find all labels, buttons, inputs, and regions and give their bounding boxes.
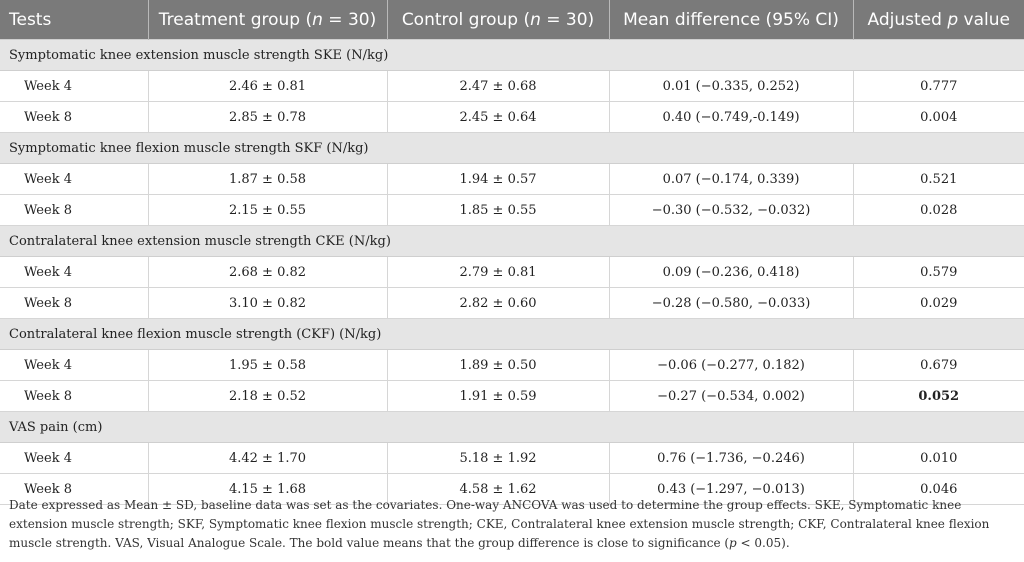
table-body: Symptomatic knee extension muscle streng… — [0, 39, 1024, 505]
cell-p-value: 0.029 — [853, 287, 1024, 319]
table-row: Week 8 3.10 ± 0.82 2.82 ± 0.60 −0.28 (−0.58… — [0, 287, 1024, 319]
cell-test: Week 4 — [0, 442, 149, 474]
cell-control: 2.45 ± 0.64 — [387, 101, 610, 133]
cell-mean-difference: −0.28 (−0.580, −0.033) — [609, 287, 854, 319]
cell-treatment: 2.15 ± 0.55 — [148, 194, 388, 226]
cell-treatment: 2.68 ± 0.82 — [148, 256, 388, 288]
cell-test: Week 4 — [0, 256, 149, 288]
table-row: Week 8 2.18 ± 0.52 1.91 ± 0.59 −0.27 (−0.53… — [0, 380, 1024, 412]
table-footnote: Date expressed as Mean ± SD, baseline da… — [9, 496, 1015, 553]
header-control-group: Control group (n = 30) — [387, 0, 610, 40]
cell-treatment: 4.15 ± 1.68 — [148, 473, 388, 505]
cell-mean-difference: 0.01 (−0.335, 0.252) — [609, 70, 854, 102]
cell-mean-difference: 0.76 (−1.736, −0.246) — [609, 442, 854, 474]
cell-p-value: 0.028 — [853, 194, 1024, 226]
cell-treatment: 2.46 ± 0.81 — [148, 70, 388, 102]
section-title: Symptomatic knee extension muscle streng… — [0, 39, 1024, 71]
cell-treatment: 1.95 ± 0.58 — [148, 349, 388, 381]
section-row: Symptomatic knee flexion muscle strength… — [0, 132, 1024, 164]
cell-p-value: 0.046 — [853, 473, 1024, 505]
table-row: Week 4 2.46 ± 0.81 2.47 ± 0.68 0.01 (−0.335… — [0, 70, 1024, 102]
header-tests: Tests — [0, 0, 149, 40]
cell-treatment: 1.87 ± 0.58 — [148, 163, 388, 195]
cell-treatment: 2.18 ± 0.52 — [148, 380, 388, 412]
cell-test: Week 8 — [0, 101, 149, 133]
cell-mean-difference: 0.40 (−0.749,-0.149) — [609, 101, 854, 133]
results-table: Tests Treatment group (n = 30) Control g… — [0, 0, 1024, 505]
cell-p-value: 0.679 — [853, 349, 1024, 381]
cell-p-value: 0.777 — [853, 70, 1024, 102]
cell-mean-difference: −0.30 (−0.532, −0.032) — [609, 194, 854, 226]
cell-treatment: 3.10 ± 0.82 — [148, 287, 388, 319]
cell-mean-difference: 0.07 (−0.174, 0.339) — [609, 163, 854, 195]
cell-p-value: 0.579 — [853, 256, 1024, 288]
section-title: Symptomatic knee flexion muscle strength… — [0, 132, 1024, 164]
section-row: Symptomatic knee extension muscle streng… — [0, 39, 1024, 71]
section-title: Contralateral knee extension muscle stre… — [0, 225, 1024, 257]
section-row: VAS pain (cm) — [0, 411, 1024, 443]
cell-control: 2.47 ± 0.68 — [387, 70, 610, 102]
cell-control: 1.91 ± 0.59 — [387, 380, 610, 412]
cell-p-value: 0.521 — [853, 163, 1024, 195]
cell-mean-difference: 0.43 (−1.297, −0.013) — [609, 473, 854, 505]
table-row: Week 8 2.15 ± 0.55 1.85 ± 0.55 −0.30 (−0.53… — [0, 194, 1024, 226]
header-treatment-group: Treatment group (n = 30) — [148, 0, 388, 40]
cell-test: Week 4 — [0, 349, 149, 381]
cell-test: Week 8 — [0, 194, 149, 226]
cell-control: 1.89 ± 0.50 — [387, 349, 610, 381]
cell-control: 1.85 ± 0.55 — [387, 194, 610, 226]
table-row: Week 8 2.85 ± 0.78 2.45 ± 0.64 0.40 (−0.749… — [0, 101, 1024, 133]
cell-control: 2.79 ± 0.81 — [387, 256, 610, 288]
cell-control: 5.18 ± 1.92 — [387, 442, 610, 474]
table-row: Week 4 2.68 ± 0.82 2.79 ± 0.81 0.09 (−0.236… — [0, 256, 1024, 288]
section-row: Contralateral knee flexion muscle streng… — [0, 318, 1024, 350]
footnote-tail: < 0.05). — [736, 536, 790, 550]
cell-mean-difference: −0.27 (−0.534, 0.002) — [609, 380, 854, 412]
footnote-text: Date expressed as Mean ± SD, baseline da… — [9, 498, 990, 550]
cell-treatment: 2.85 ± 0.78 — [148, 101, 388, 133]
cell-control: 1.94 ± 0.57 — [387, 163, 610, 195]
cell-p-value: 0.004 — [853, 101, 1024, 133]
cell-p-value: 0.010 — [853, 442, 1024, 474]
table-row: Week 8 4.15 ± 1.68 4.58 ± 1.62 0.43 (−1.297… — [0, 473, 1024, 505]
cell-mean-difference: 0.09 (−0.236, 0.418) — [609, 256, 854, 288]
cell-test: Week 8 — [0, 287, 149, 319]
cell-mean-difference: −0.06 (−0.277, 0.182) — [609, 349, 854, 381]
cell-p-value: 0.052 — [853, 380, 1024, 412]
section-row: Contralateral knee extension muscle stre… — [0, 225, 1024, 257]
header-row: Tests Treatment group (n = 30) Control g… — [0, 0, 1024, 40]
header-adjusted-p-value: Adjusted p value — [853, 0, 1024, 40]
cell-test: Week 4 — [0, 163, 149, 195]
table-row: Week 4 1.87 ± 0.58 1.94 ± 0.57 0.07 (−0.174… — [0, 163, 1024, 195]
cell-test: Week 4 — [0, 70, 149, 102]
cell-test: Week 8 — [0, 473, 149, 505]
footnote-italic-p: p — [729, 536, 737, 550]
table-row: Week 4 1.95 ± 0.58 1.89 ± 0.50 −0.06 (−0.27… — [0, 349, 1024, 381]
cell-control: 2.82 ± 0.60 — [387, 287, 610, 319]
table-row: Week 4 4.42 ± 1.70 5.18 ± 1.92 0.76 (−1.736… — [0, 442, 1024, 474]
section-title: Contralateral knee flexion muscle streng… — [0, 318, 1024, 350]
cell-test: Week 8 — [0, 380, 149, 412]
cell-treatment: 4.42 ± 1.70 — [148, 442, 388, 474]
cell-control: 4.58 ± 1.62 — [387, 473, 610, 505]
header-mean-difference: Mean difference (95% CI) — [609, 0, 854, 40]
section-title: VAS pain (cm) — [0, 411, 1024, 443]
